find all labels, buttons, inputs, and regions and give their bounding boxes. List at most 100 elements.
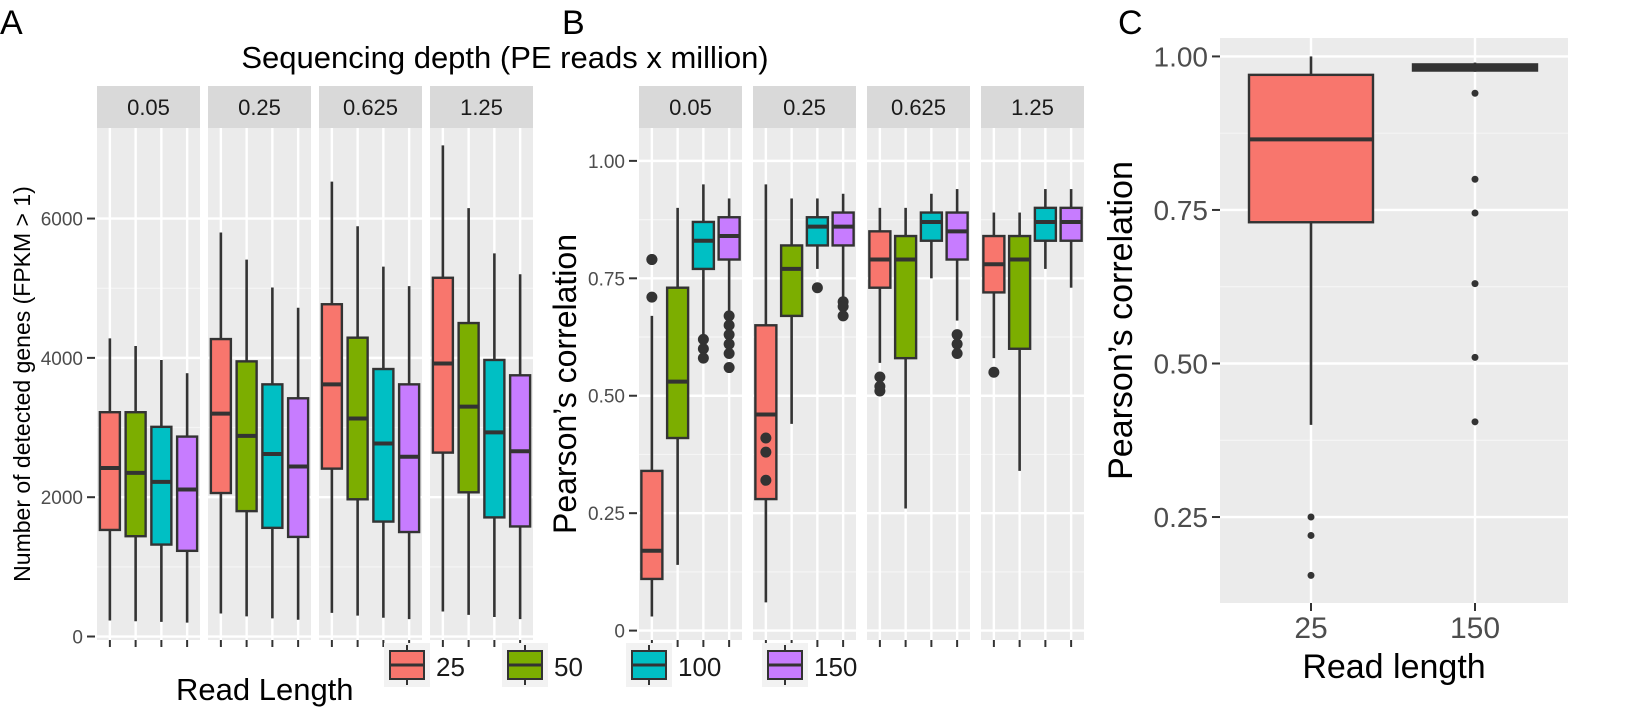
box-25-outlier xyxy=(874,385,886,397)
depth-title: Sequencing depth (PE reads x million) xyxy=(241,40,768,75)
box-25-outlier xyxy=(1307,513,1315,521)
box-150-box xyxy=(831,211,855,247)
facet-0.625: 0.625 xyxy=(319,86,422,647)
panel-letter-c: C xyxy=(1118,4,1143,42)
facet-strip-label: 1.25 xyxy=(1011,95,1054,120)
y-tick-label: 0.75 xyxy=(1154,195,1209,226)
facet-strip-label: 1.25 xyxy=(460,95,503,120)
legend-label-150: 150 xyxy=(814,652,857,682)
box-150-outlier xyxy=(723,310,735,322)
box-100-box xyxy=(483,358,506,519)
box-100-outlier xyxy=(697,333,709,345)
facet-strip-label: 0.05 xyxy=(669,95,712,120)
y-tick-label: 2000 xyxy=(41,488,83,509)
box-150-box xyxy=(945,211,969,261)
box-150-outlier xyxy=(723,347,735,359)
panel-letter-a: A xyxy=(0,4,23,42)
box-25-outlier xyxy=(760,474,772,486)
box-150-outlier xyxy=(837,300,849,312)
box-100-outlier xyxy=(697,343,709,355)
box-150-box xyxy=(1059,206,1083,242)
box-150-outlier xyxy=(837,310,849,322)
box-50-box xyxy=(893,234,918,360)
box-100-box xyxy=(1033,206,1058,242)
facet-strip-label: 0.25 xyxy=(238,95,281,120)
box-25-box xyxy=(754,324,778,501)
box-50-box xyxy=(665,286,690,440)
facet-strip xyxy=(97,86,200,128)
box-150-outlier xyxy=(951,347,963,359)
box-150-box xyxy=(175,435,199,553)
box-25-box xyxy=(98,411,122,532)
box-25-outlier xyxy=(988,366,1000,378)
box-150-outlier xyxy=(1471,418,1479,426)
facet-strip xyxy=(639,86,742,128)
y-axis-label: Pearson’s correlation xyxy=(547,234,583,534)
y-tick-label: 0 xyxy=(614,622,625,643)
box-150-outlier xyxy=(1471,209,1479,217)
box-25-box xyxy=(320,303,344,470)
box-25-outlier xyxy=(646,254,658,266)
facet-0.05: 0.05 xyxy=(639,86,742,647)
box-25-box xyxy=(209,337,233,495)
box-100-box xyxy=(919,211,944,242)
facet-1.25: 1.25 xyxy=(430,86,533,647)
box-100-box xyxy=(805,216,830,247)
y-tick-label: 0.25 xyxy=(1154,502,1209,533)
facet-strip xyxy=(753,86,856,128)
x-tick-label: 150 xyxy=(1450,612,1500,645)
y-tick-label: 0.25 xyxy=(588,504,625,525)
box-150-outlier xyxy=(723,329,735,341)
box-100-box xyxy=(150,425,173,546)
facet-1.25: 1.25 xyxy=(981,86,1084,647)
y-tick-label: 1.00 xyxy=(588,152,625,173)
legend-label-50: 50 xyxy=(554,652,583,682)
x-tick-label: 25 xyxy=(1294,612,1327,645)
panel-letter-b: B xyxy=(562,4,585,42)
facet-panel-background xyxy=(981,128,1084,640)
facet-strip xyxy=(867,86,970,128)
box-150-outlier xyxy=(1471,353,1479,361)
facet-strip xyxy=(430,86,533,128)
facet-strip xyxy=(319,86,422,128)
box-25-outlier xyxy=(760,446,772,458)
facet-0.05: 0.05 xyxy=(97,86,200,647)
box-150-outlier xyxy=(1471,89,1479,97)
y-tick-label: 0.50 xyxy=(1154,348,1209,379)
y-tick-label: 0 xyxy=(72,628,83,649)
box-150-outlier xyxy=(1471,175,1479,183)
box-25-box xyxy=(1247,73,1375,224)
box-25-outlier xyxy=(874,371,886,383)
box-25-box xyxy=(640,469,664,581)
facet-strip-label: 0.625 xyxy=(343,95,398,120)
x-axis-label: Read length xyxy=(1302,648,1485,686)
facet-0.25: 0.25 xyxy=(208,86,311,647)
facet-strip-label: 0.25 xyxy=(783,95,826,120)
legend-label-25: 25 xyxy=(436,652,465,682)
y-tick-label: 1.00 xyxy=(1154,41,1209,72)
box-25-outlier xyxy=(646,291,658,303)
box-100-box xyxy=(691,220,716,271)
facet-strip-label: 0.625 xyxy=(891,95,946,120)
facet-strip-label: 0.05 xyxy=(127,95,170,120)
box-25-outlier xyxy=(1307,571,1315,579)
y-axis-label: Number of detected genes (FPKM > 1) xyxy=(9,186,35,582)
y-tick-label: 0.50 xyxy=(588,387,625,408)
facet-strip xyxy=(981,86,1084,128)
box-25-outlier xyxy=(760,432,772,444)
facet-0.25: 0.25 xyxy=(753,86,856,647)
box-150-outlier xyxy=(951,338,963,350)
box-150-outlier xyxy=(1471,280,1479,288)
box-150-outlier xyxy=(723,319,735,331)
y-tick-label: 4000 xyxy=(41,349,83,370)
box-150-box xyxy=(717,216,741,261)
box-150-outlier xyxy=(723,338,735,350)
y-tick-label: 0.75 xyxy=(588,269,625,290)
box-100-outlier xyxy=(811,282,823,294)
box-25-outlier xyxy=(1307,531,1315,539)
y-tick-label: 6000 xyxy=(41,210,83,231)
box-50-box xyxy=(779,244,804,318)
